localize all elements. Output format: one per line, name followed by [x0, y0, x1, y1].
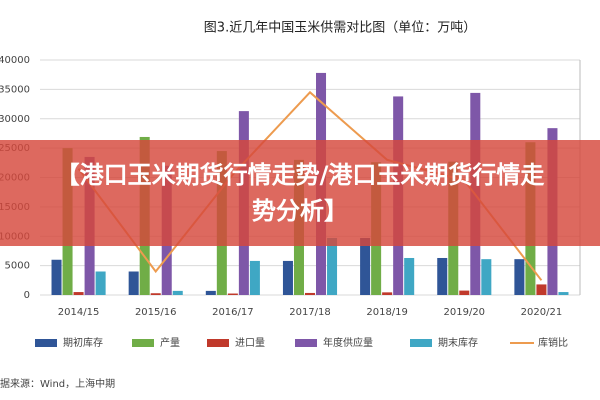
- x-tick-label: 2019/20: [444, 307, 486, 318]
- legend-label: 期初库存: [63, 336, 103, 349]
- y-tick-label: 0: [24, 290, 30, 301]
- bar: [404, 257, 415, 295]
- legend-swatch: [410, 339, 432, 347]
- bar: [536, 284, 547, 295]
- y-tick-label: 40000: [0, 55, 30, 66]
- bar: [304, 292, 316, 295]
- bar: [327, 238, 338, 295]
- legend-label: 产量: [160, 336, 180, 349]
- x-tick-label: 2016/17: [212, 307, 254, 318]
- bar: [227, 293, 238, 295]
- chart-title: 图3.近几年中国玉米供需对比图（单位：万吨）: [204, 21, 476, 36]
- x-tick-label: 2015/16: [135, 307, 177, 318]
- y-tick-label: 30000: [0, 114, 30, 125]
- bar: [282, 260, 293, 295]
- legend-label: 年度供应量: [323, 336, 373, 349]
- bar: [481, 259, 492, 295]
- bar: [51, 259, 62, 295]
- x-tick-label: 2017/18: [289, 307, 331, 318]
- bar: [382, 292, 393, 295]
- bar: [128, 271, 139, 295]
- banner-text: 【港口玉米期货行情走势/港口玉米期货行情走势分析】: [55, 161, 545, 225]
- y-tick-label: 35000: [0, 84, 30, 95]
- legend-swatch: [295, 339, 317, 347]
- bar: [360, 238, 371, 295]
- y-tick-label: 5000: [5, 261, 30, 272]
- bar: [558, 292, 569, 295]
- legend-label: 库销比: [538, 336, 568, 349]
- bar: [95, 271, 106, 295]
- x-tick-label: 2020/21: [521, 307, 563, 318]
- legend-swatch: [132, 339, 154, 347]
- legend-label: 期末库存: [438, 336, 478, 349]
- bar: [459, 290, 470, 295]
- legend-label: 进口量: [235, 337, 265, 349]
- bar: [73, 292, 84, 295]
- bar: [205, 290, 216, 295]
- source: 据来源：Wind，上海中期: [0, 377, 115, 390]
- bar: [249, 260, 260, 295]
- x-tick-label: 2014/15: [58, 307, 100, 318]
- bar: [437, 257, 448, 295]
- x-tick-label: 2018/19: [366, 307, 408, 318]
- bar: [514, 259, 525, 295]
- bar: [172, 290, 183, 295]
- legend-swatch: [35, 339, 57, 347]
- legend-swatch: [207, 339, 229, 347]
- bar: [150, 293, 161, 295]
- banner: 【港口玉米期货行情走势/港口玉米期货行情走势分析】: [0, 140, 600, 246]
